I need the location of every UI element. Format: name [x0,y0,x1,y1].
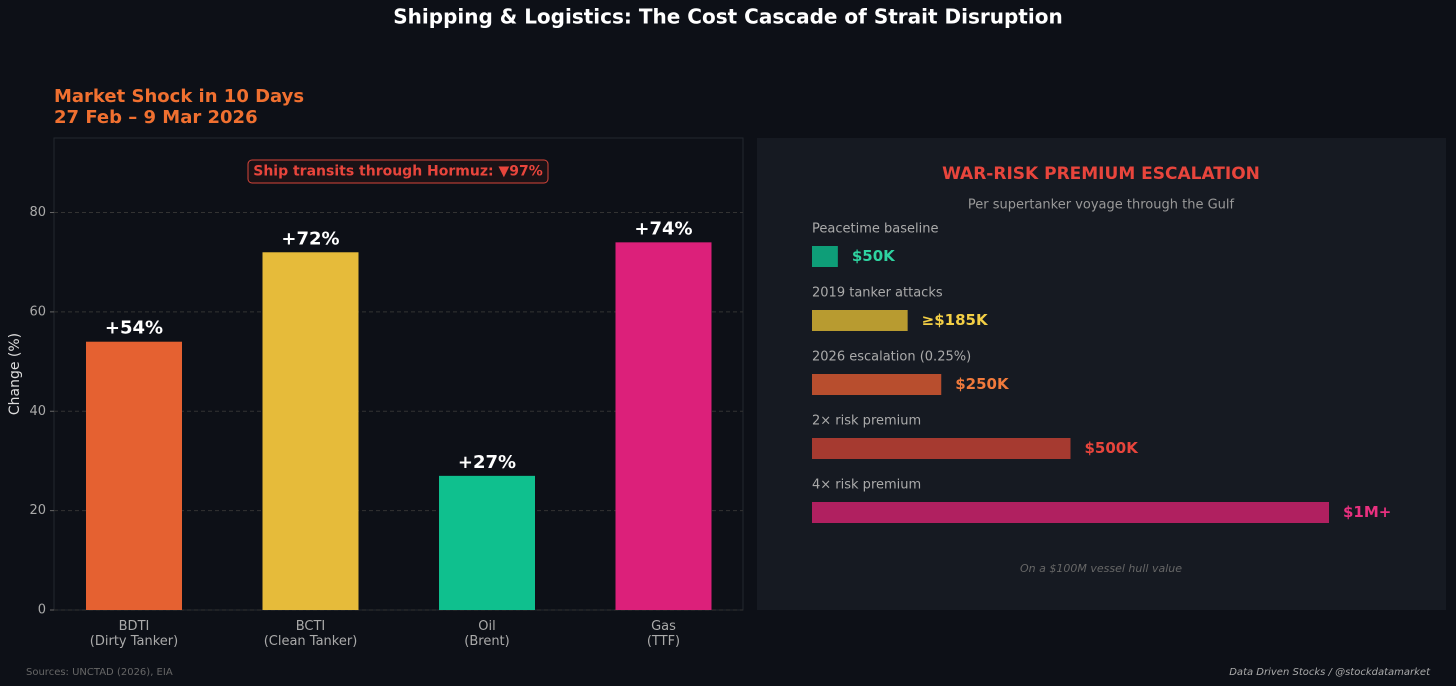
y-tick-label: 0 [38,603,46,618]
row-label: Peacetime baseline [812,222,938,237]
value-label: $50K [852,247,896,265]
bar [812,502,1329,523]
x-tick-label: BDTI (Dirty Tanker) [90,619,178,649]
row-label: 2× risk premium [812,414,921,429]
chart-subtitle: 27 Feb – 9 Mar 2026 [54,107,258,128]
row-label: 4× risk premium [812,478,921,493]
row-label: 2026 escalation (0.25%) [812,350,971,365]
value-label: $500K [1085,439,1140,457]
page-title: Shipping & Logistics: The Cost Cascade o… [393,5,1062,29]
value-label: $250K [955,375,1010,393]
bar [812,438,1071,459]
panel-subtitle: Per supertanker voyage through the Gulf [968,198,1235,213]
annotation-box [247,159,549,184]
bar [812,310,908,331]
credit: Data Driven Stocks / @stockdatamarket [1229,667,1431,678]
bar [86,341,182,610]
bar [812,246,838,267]
x-tick-label: Gas (TTF) [647,619,680,649]
y-axis-label: Change (%) [7,333,23,415]
x-tick-label: BCTI (Clean Tanker) [264,619,358,649]
y-tick-label: 20 [29,503,46,518]
annotation: Ship transits through Hormuz: ▼97% [253,164,543,180]
row-label: 2019 tanker attacks [812,286,943,301]
source: Sources: UNCTAD (2026), EIA [26,667,173,678]
value-label: $1M+ [1343,503,1391,521]
value-label: +74% [634,218,692,239]
value-label: +72% [281,228,339,249]
y-tick-label: 60 [29,304,46,319]
x-tick-label: Oil (Brent) [464,619,509,649]
value-label: +27% [458,452,516,473]
bar [262,252,359,610]
bar [812,374,942,395]
y-tick-label: 40 [29,404,46,419]
chart-title: Market Shock in 10 Days [54,86,304,107]
value-label: +54% [105,318,163,339]
panel-title: WAR-RISK PREMIUM ESCALATION [942,164,1260,184]
bar [615,242,712,610]
y-tick-label: 80 [29,205,46,220]
bar [439,475,535,610]
note: On a $100M vessel hull value [1020,562,1182,575]
value-label: ≥$185K [922,311,989,329]
